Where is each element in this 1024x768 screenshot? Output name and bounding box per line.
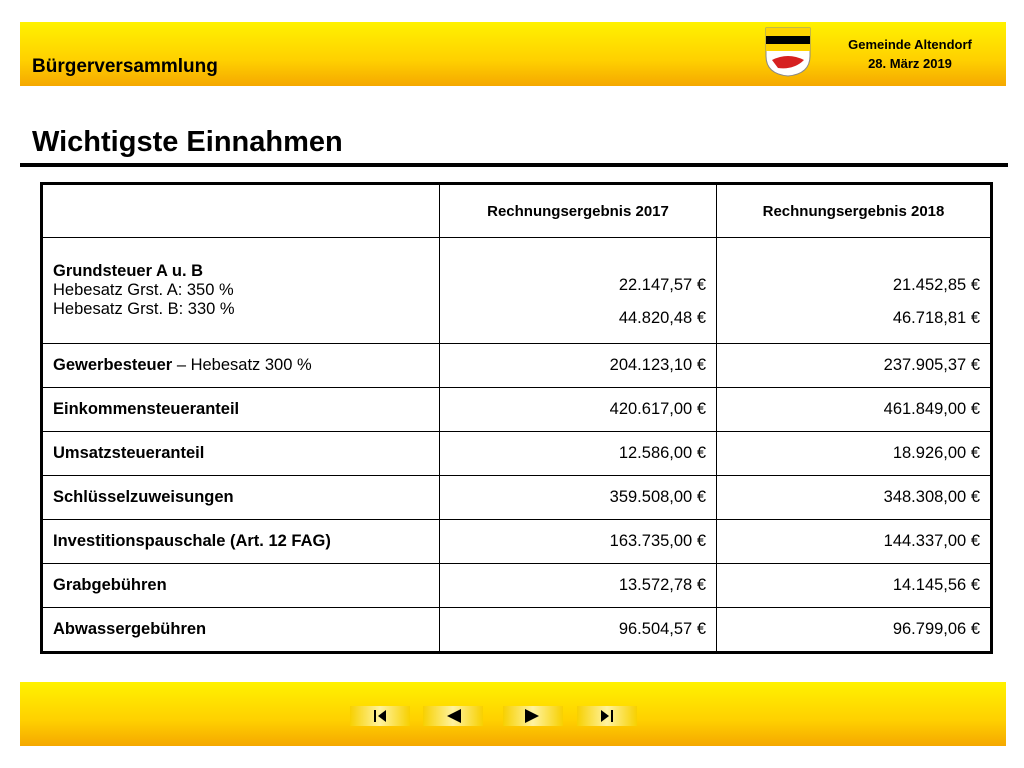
label-cell: Abwassergebühren [41, 607, 440, 653]
row-label: Grundsteuer A u. B [53, 262, 204, 280]
row-label: Gewerbesteuer [53, 356, 173, 374]
value: 44.820,48 € [618, 309, 706, 327]
table-row: Grundsteuer A u. B Hebesatz Grst. A: 350 … [41, 237, 992, 344]
value-cell: 348.308,00 € [716, 475, 992, 520]
table-row: Schlüsselzuweisungen 359.508,00 € 348.308,… [41, 475, 992, 520]
date: 28. März 2019 [868, 56, 952, 71]
nav-last[interactable] [577, 706, 637, 726]
header-cell: Rechnungsergebnis 2018 [716, 183, 992, 238]
value: 96.504,57 € [618, 620, 706, 638]
value-cell: 12.586,00 € [439, 431, 717, 476]
row-label: Abwassergebühren [53, 620, 207, 638]
value-cell: 96.504,57 € [439, 607, 717, 653]
value: 46.718,81 € [892, 309, 980, 327]
value: 144.337,00 € [883, 532, 980, 550]
value: 348.308,00 € [883, 488, 980, 506]
value: 163.735,00 € [609, 532, 706, 550]
value-cell: 22.147,57 € 44.820,48 € [439, 237, 717, 344]
value-cell: 359.508,00 € [439, 475, 717, 520]
org-name: Gemeinde Altendorf [848, 37, 972, 52]
table-row: Abwassergebühren 96.504,57 € 96.799,06 € [41, 607, 992, 653]
value: 22.147,57 € [618, 276, 706, 294]
stripe [766, 28, 810, 36]
slide-title: Wichtigste Einnahmen [32, 126, 343, 158]
header-row: Rechnungsergebnis 2017 Rechnungsergebnis… [41, 183, 992, 238]
row-detail: Hebesatz Grst. A: 350 % [53, 281, 234, 299]
row-label: Investitionspauschale (Art. 12 FAG) [53, 532, 331, 550]
value-cell: 420.617,00 € [439, 387, 717, 432]
nav-first[interactable] [350, 706, 410, 726]
nav-next[interactable] [503, 706, 563, 726]
value: 14.145,56 € [892, 576, 980, 594]
value: 96.799,06 € [892, 620, 980, 638]
table-row: Grabgebühren 13.572,78 € 14.145,56 € [41, 563, 992, 608]
stripe [766, 44, 810, 51]
header-bar [20, 22, 1006, 86]
header-cell [41, 183, 440, 238]
value-cell: 237.905,37 € [716, 343, 992, 388]
value: 359.508,00 € [609, 488, 706, 506]
value-cell: 163.735,00 € [439, 519, 717, 564]
value-cell: 21.452,85 € 46.718,81 € [716, 237, 992, 344]
value: 18.926,00 € [892, 444, 980, 462]
header-title: Bürgerversammlung [32, 56, 218, 77]
stripe [766, 36, 810, 44]
row-note: – Hebesatz 300 % [172, 356, 312, 374]
value-cell: 461.849,00 € [716, 387, 992, 432]
value: 204.123,10 € [609, 356, 706, 374]
title-rule [20, 163, 1008, 167]
value: 461.849,00 € [883, 400, 980, 418]
table-row: Einkommensteueranteil 420.617,00 € 461.849… [41, 387, 992, 432]
value-cell: 204.123,10 € [439, 343, 717, 388]
row-detail: Hebesatz Grst. B: 330 % [53, 300, 235, 318]
value: 420.617,00 € [609, 400, 706, 418]
row-label: Umsatzsteueranteil [53, 444, 205, 462]
value: 12.586,00 € [618, 444, 706, 462]
value-cell: 144.337,00 € [716, 519, 992, 564]
value-cell: 13.572,78 € [439, 563, 717, 608]
value-cell: 18.926,00 € [716, 431, 992, 476]
row-label: Einkommensteueranteil [53, 400, 240, 418]
label-cell: Gewerbesteuer – Hebesatz 300 % [41, 343, 440, 388]
table-body: Grundsteuer A u. B Hebesatz Grst. A: 350 … [41, 237, 992, 653]
coat-of-arms [765, 27, 811, 77]
nav-prev[interactable] [423, 706, 483, 726]
label-cell: Investitionspauschale (Art. 12 FAG) [41, 519, 440, 564]
label-cell: Einkommensteueranteil [41, 387, 440, 432]
value-cell: 14.145,56 € [716, 563, 992, 608]
header-cell: Rechnungsergebnis 2017 [439, 183, 717, 238]
revenue-table: Rechnungsergebnis 2017 Rechnungsergebnis… [40, 182, 993, 654]
value: 21.452,85 € [892, 276, 980, 294]
table-row: Gewerbesteuer – Hebesatz 300 % 204.123,10… [41, 343, 992, 388]
value: 237.905,37 € [883, 356, 980, 374]
table-row: Investitionspauschale (Art. 12 FAG) 163.7… [41, 519, 992, 564]
label-cell: Umsatzsteueranteil [41, 431, 440, 476]
emblem [772, 56, 804, 69]
label-cell: Grundsteuer A u. B Hebesatz Grst. A: 350 … [41, 237, 440, 344]
value: 13.572,78 € [618, 576, 706, 594]
label-cell: Grabgebühren [41, 563, 440, 608]
table-row: Umsatzsteueranteil 12.586,00 € 18.926,00 € [41, 431, 992, 476]
row-label: Schlüsselzuweisungen [53, 488, 234, 506]
value-cell: 96.799,06 € [716, 607, 992, 653]
label-cell: Schlüsselzuweisungen [41, 475, 440, 520]
row-label: Grabgebühren [53, 576, 167, 594]
